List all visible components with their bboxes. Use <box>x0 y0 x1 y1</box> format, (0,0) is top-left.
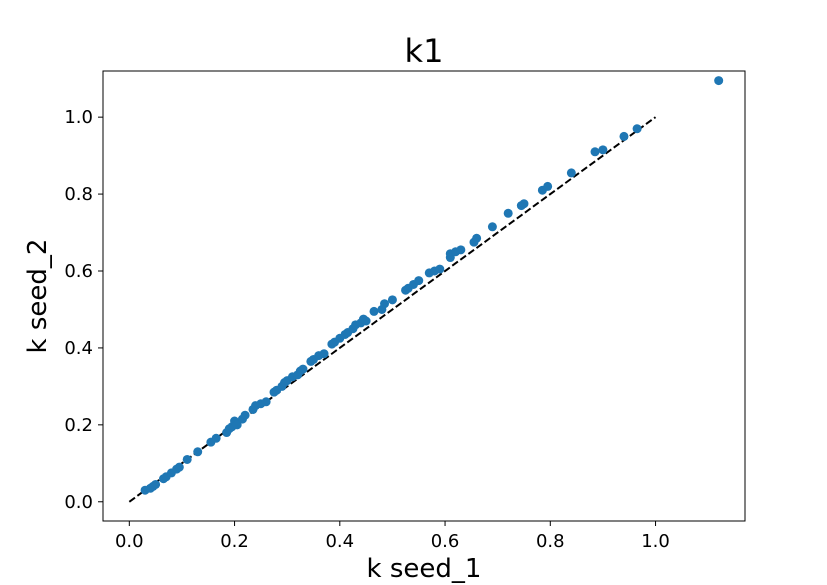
y-tick-label: 0.8 <box>64 184 93 205</box>
data-point <box>487 222 497 232</box>
chart-title: k1 <box>405 32 444 70</box>
x-tick-label: 0.2 <box>220 531 249 552</box>
y-tick-label: 0.0 <box>64 492 93 513</box>
data-point <box>261 397 271 407</box>
reference-line-layer <box>128 116 657 503</box>
x-axis-ticks: 0.0 0.2 0.4 0.6 0.8 1.0 <box>115 521 670 552</box>
data-point <box>182 454 192 464</box>
y-tick-label: 0.4 <box>64 338 93 359</box>
data-point <box>503 208 513 218</box>
data-point <box>632 124 642 134</box>
x-tick-label: 0.0 <box>115 531 144 552</box>
data-point <box>319 349 329 359</box>
data-point <box>714 76 724 86</box>
y-tick-label: 0.2 <box>64 415 93 436</box>
data-point <box>232 420 242 430</box>
data-point <box>566 168 576 178</box>
x-axis-label: k seed_1 <box>367 554 482 584</box>
data-point <box>519 199 529 209</box>
x-tick-label: 0.8 <box>536 531 565 552</box>
x-tick-label: 0.6 <box>431 531 460 552</box>
data-point <box>240 410 250 420</box>
x-tick-label: 0.4 <box>325 531 354 552</box>
data-point <box>543 181 553 191</box>
y-tick-label: 1.0 <box>64 107 93 128</box>
reference-line <box>128 116 657 503</box>
data-point <box>361 316 371 326</box>
data-points-layer <box>140 76 724 495</box>
plot-area-frame <box>102 70 746 522</box>
x-tick-label: 1.0 <box>641 531 670 552</box>
data-point <box>435 264 445 274</box>
data-point <box>598 145 608 155</box>
data-point <box>619 131 629 141</box>
data-point <box>472 233 482 243</box>
y-axis-ticks: 0.0 0.2 0.4 0.6 0.8 1.0 <box>64 107 103 513</box>
data-point <box>414 276 424 286</box>
data-point <box>456 245 466 255</box>
y-axis-label: k seed_2 <box>23 239 53 354</box>
data-point <box>369 306 379 316</box>
data-point <box>387 295 397 305</box>
data-point <box>193 447 203 457</box>
data-point <box>590 147 600 157</box>
data-point <box>174 462 184 472</box>
data-point <box>380 299 390 309</box>
data-point <box>151 479 161 489</box>
y-tick-label: 0.6 <box>64 261 93 282</box>
data-point <box>298 364 308 374</box>
data-point <box>211 433 221 443</box>
